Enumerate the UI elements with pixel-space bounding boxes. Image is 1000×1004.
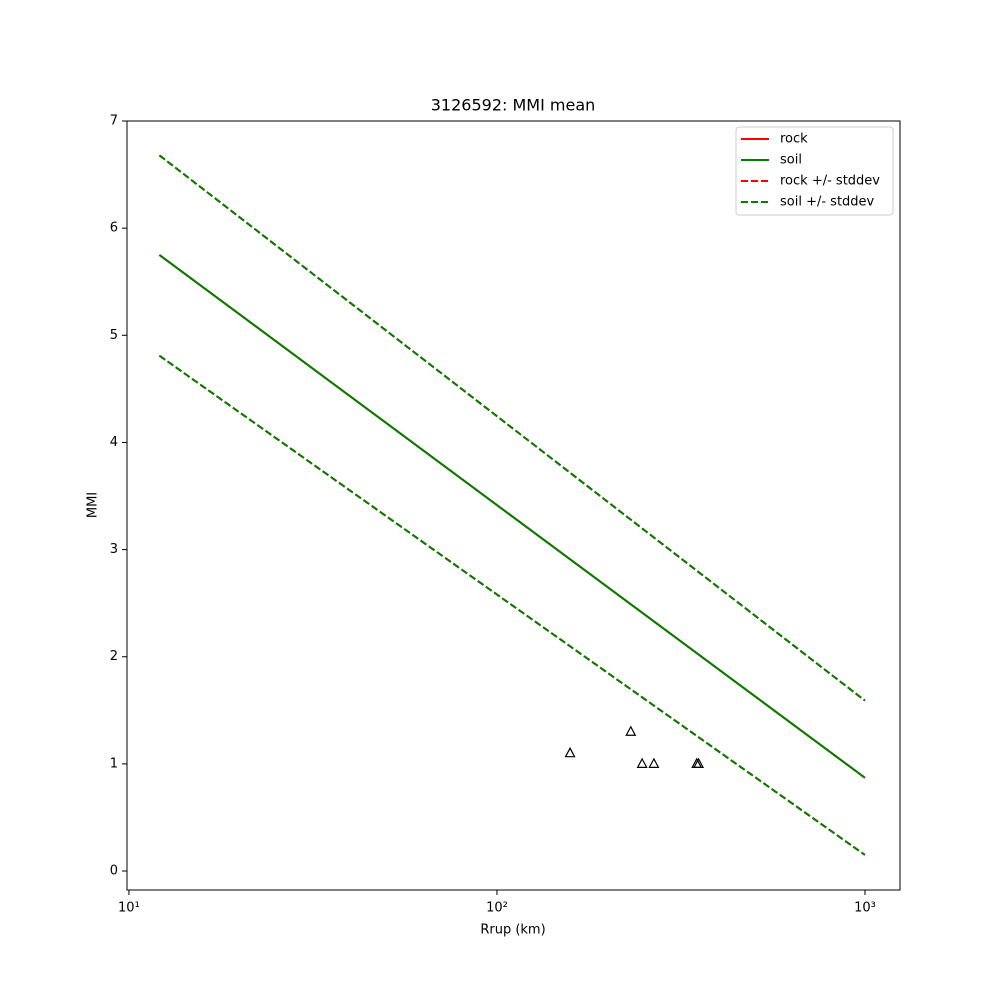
observation-marker xyxy=(648,757,660,768)
observation-marker xyxy=(693,757,705,768)
legend-box xyxy=(735,126,894,216)
legend-label: rock xyxy=(780,132,808,147)
y-tick-label: 3 xyxy=(110,542,118,557)
legend-label: rock +/- stddev xyxy=(780,174,880,189)
y-tick-label: 4 xyxy=(110,435,118,450)
series-line xyxy=(158,354,866,856)
observation-marker xyxy=(564,746,576,758)
observation-marker xyxy=(625,725,637,736)
x-tick-label: 10¹ xyxy=(118,901,140,916)
series-line xyxy=(158,154,866,702)
legend-label: soil xyxy=(780,153,802,168)
y-tick-label: 5 xyxy=(110,328,118,343)
y-tick-label: 7 xyxy=(110,114,118,129)
chart-title: 3126592: MMI mean xyxy=(431,96,596,115)
x-tick-label: 10² xyxy=(486,901,508,916)
y-axis-label: MMI xyxy=(86,492,101,518)
legend-label: soil +/- stddev xyxy=(780,195,875,210)
x-axis-label: Rrup (km) xyxy=(480,923,545,938)
y-tick-label: 2 xyxy=(110,649,118,664)
series-line xyxy=(158,254,866,779)
y-tick-label: 0 xyxy=(110,864,118,879)
x-tick-label: 10³ xyxy=(854,901,876,916)
y-tick-label: 6 xyxy=(110,221,118,236)
y-tick-label: 1 xyxy=(110,756,118,771)
plot-frame xyxy=(126,120,901,891)
observation-marker xyxy=(636,757,648,768)
